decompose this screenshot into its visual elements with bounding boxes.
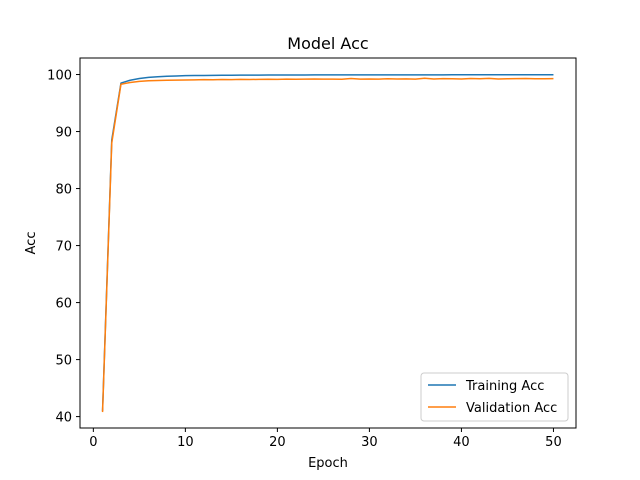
y-tick-label: 40 — [55, 411, 72, 426]
legend-label-validation-acc: Validation Acc — [466, 401, 557, 416]
x-tick-label: 40 — [453, 435, 470, 450]
x-tick-label: 0 — [89, 435, 97, 450]
x-axis-label: Epoch — [308, 456, 348, 471]
x-tick-label: 10 — [177, 435, 194, 450]
y-tick-label: 80 — [55, 183, 72, 198]
y-tick-label: 100 — [47, 69, 72, 84]
legend-box — [420, 372, 569, 422]
y-axis: 40 50 60 70 80 90 100 — [47, 69, 80, 426]
y-tick-label: 90 — [55, 126, 72, 141]
y-axis-label: Acc — [24, 232, 39, 255]
series-line-validation-acc — [101, 77, 554, 413]
legend-label-training-acc: Training Acc — [465, 379, 544, 394]
legend: Training Acc Validation Acc — [420, 372, 569, 422]
y-tick-label: 70 — [55, 240, 72, 255]
x-axis: 0 10 20 30 40 50 — [89, 428, 562, 450]
x-tick-label: 50 — [545, 435, 562, 450]
chart-title: Model Acc — [287, 34, 368, 53]
plot-frame — [79, 57, 577, 429]
series-layer — [101, 73, 554, 413]
plot-area — [79, 57, 577, 429]
x-tick-label: 30 — [361, 435, 378, 450]
y-tick-label: 50 — [55, 354, 72, 369]
x-tick-label: 20 — [269, 435, 286, 450]
y-tick-label: 60 — [55, 297, 72, 312]
series-line-training-acc — [101, 73, 554, 411]
